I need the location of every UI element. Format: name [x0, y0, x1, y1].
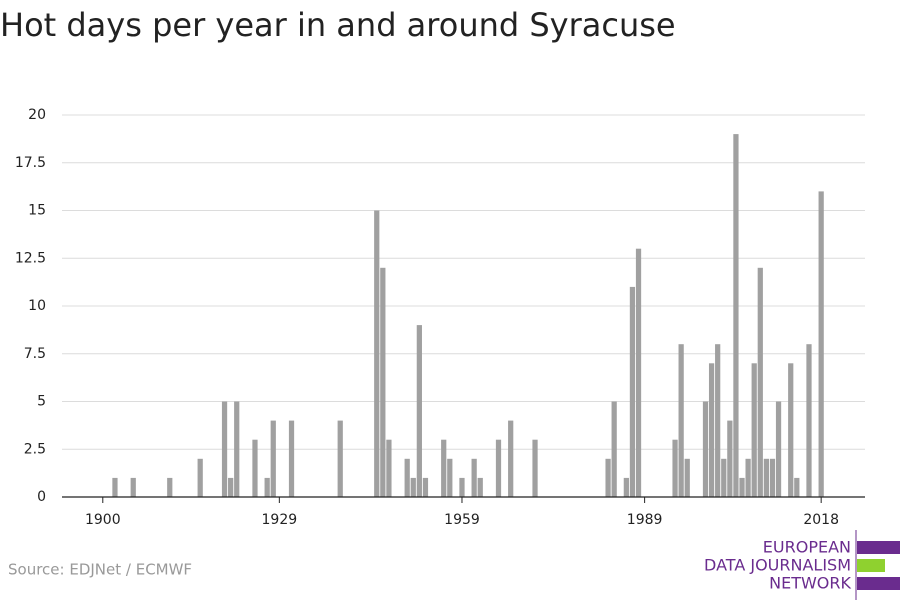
bar — [745, 458, 751, 497]
x-tick-label: 1959 — [444, 512, 480, 528]
bar — [678, 344, 684, 497]
bar — [715, 344, 721, 497]
logo-bar — [857, 577, 900, 590]
bar — [757, 267, 763, 497]
y-tick-label: 10 — [28, 298, 46, 314]
bar — [708, 363, 715, 497]
bar — [252, 439, 258, 497]
bar — [532, 439, 538, 497]
bar — [739, 477, 745, 497]
bar — [702, 401, 709, 497]
bar — [270, 420, 276, 497]
bar — [234, 401, 240, 497]
bar — [422, 477, 429, 497]
logo-text: EUROPEAN — [763, 538, 851, 557]
bar — [733, 134, 739, 497]
y-tick-label: 7.5 — [24, 346, 46, 362]
bar — [459, 477, 465, 497]
x-tick-label: 1989 — [627, 512, 663, 528]
bar — [495, 439, 502, 497]
logo-text: DATA JOURNALISM — [704, 556, 851, 575]
chart-title: Hot days per year in and around Syracuse — [0, 6, 676, 44]
y-tick-label: 12.5 — [15, 250, 46, 266]
bar — [508, 420, 514, 497]
source: Source: EDJNet / ECMWF — [8, 561, 192, 579]
bar — [471, 458, 477, 497]
bar — [228, 477, 234, 497]
logo-text: NETWORK — [769, 574, 851, 593]
bar — [818, 191, 824, 497]
bar — [264, 477, 270, 497]
bar — [374, 210, 380, 497]
bar — [769, 458, 776, 497]
bar — [416, 325, 422, 497]
bar — [629, 286, 636, 497]
bar — [806, 344, 812, 497]
bar — [441, 439, 447, 497]
bar — [611, 401, 617, 497]
x-tick-label: 2018 — [803, 512, 839, 528]
bar — [721, 458, 727, 497]
bar — [404, 458, 410, 497]
y-tick-label: 15 — [28, 203, 46, 219]
bar — [221, 401, 228, 497]
bar — [380, 267, 386, 497]
bar — [288, 420, 295, 497]
bar — [605, 458, 611, 497]
bar — [775, 401, 782, 497]
bar — [112, 477, 118, 497]
bar — [337, 420, 343, 497]
bar — [763, 458, 769, 497]
y-tick-label: 5 — [37, 394, 46, 410]
bar — [794, 477, 800, 497]
bar — [623, 477, 629, 497]
bar — [672, 439, 678, 497]
bar — [410, 477, 416, 497]
bar — [167, 477, 173, 497]
bar — [477, 477, 483, 497]
bar — [788, 363, 794, 497]
bar — [635, 248, 642, 497]
x-tick-label: 1929 — [262, 512, 298, 528]
bar — [727, 420, 733, 497]
bar — [684, 458, 690, 497]
logo-bar — [857, 559, 885, 572]
bar — [751, 363, 757, 497]
bar — [197, 458, 203, 497]
y-tick-label: 2.5 — [24, 441, 46, 457]
logo-bar — [857, 541, 900, 554]
bar — [386, 439, 392, 497]
y-tick-label: 17.5 — [15, 155, 46, 171]
y-tick-label: 20 — [28, 107, 46, 123]
bar — [130, 477, 136, 497]
bar — [447, 458, 453, 497]
y-tick-label: 0 — [37, 489, 46, 505]
x-tick-label: 1900 — [85, 512, 121, 528]
